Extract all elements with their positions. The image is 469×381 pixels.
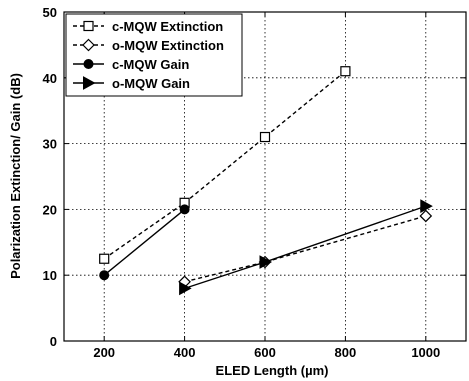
axes: 200 400 600 800 1000 0 10 20 30 40 50 <box>43 5 467 360</box>
legend-label: c-MQW Extinction <box>112 19 223 34</box>
x-tick-label: 200 <box>93 345 115 360</box>
y-tick-label: 20 <box>43 202 57 217</box>
series-3 <box>179 199 433 296</box>
series-line <box>103 70 346 260</box>
legend-label: o-MQW Gain <box>112 76 190 91</box>
data-point <box>99 253 110 264</box>
data-point <box>99 270 110 281</box>
legend-label: o-MQW Extinction <box>112 38 224 53</box>
y-tick-label: 10 <box>43 268 57 283</box>
data-point <box>419 209 433 223</box>
legend-marker <box>82 38 95 52</box>
x-tick-label: 1000 <box>411 345 440 360</box>
y-tick-label: 40 <box>43 71 57 86</box>
legend: c-MQW Extinction o-MQW Extinction c-MQW Ga… <box>65 13 243 97</box>
data-series <box>99 66 433 296</box>
series-2 <box>99 204 190 281</box>
series-line <box>103 208 186 276</box>
data-point <box>179 281 192 296</box>
data-point <box>179 204 190 215</box>
data-point <box>259 131 271 143</box>
grid-lines <box>64 12 466 341</box>
x-tick-label: 600 <box>254 345 276 360</box>
y-axis-label: Polarization Extinction/ Gain (dB) <box>8 73 23 279</box>
legend-marker <box>83 20 94 32</box>
data-point <box>259 255 273 269</box>
x-tick-label: 400 <box>174 345 196 360</box>
y-tick-label: 50 <box>43 5 57 20</box>
y-tick-label: 0 <box>50 334 57 349</box>
legend-marker <box>83 76 96 90</box>
legend-marker <box>83 59 94 69</box>
x-axis-label: ELED Length (µm) <box>216 363 329 378</box>
data-point <box>420 199 433 213</box>
data-point <box>340 66 351 77</box>
legend-label: c-MQW Gain <box>112 57 189 72</box>
x-tick-label: 800 <box>335 345 357 360</box>
y-tick-label: 30 <box>43 137 57 152</box>
series-0 <box>99 66 351 264</box>
